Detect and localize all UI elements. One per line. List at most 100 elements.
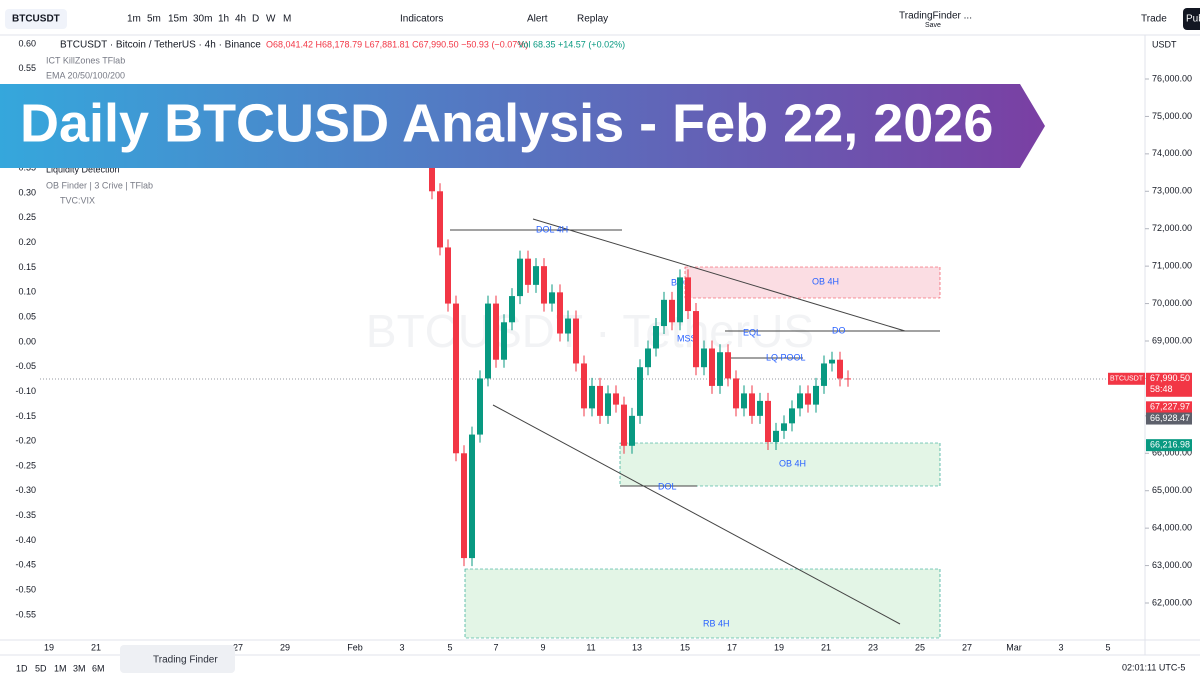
publish-box[interactable] xyxy=(1183,8,1200,30)
candle xyxy=(629,415,635,446)
candle xyxy=(717,352,723,386)
left-tick-label: 0.10 xyxy=(18,287,36,297)
candle xyxy=(613,393,619,405)
save-label[interactable]: Save xyxy=(925,22,941,29)
left-tick-label: -0.55 xyxy=(15,609,36,619)
candle xyxy=(677,277,683,323)
left-tick-label: -0.25 xyxy=(15,460,36,470)
candle xyxy=(557,292,563,334)
range-button[interactable]: 5D xyxy=(35,663,47,673)
range-button[interactable]: 3M xyxy=(73,663,86,673)
interval-button[interactable]: 1h xyxy=(218,14,229,25)
candle xyxy=(837,359,843,379)
indicator: Liquidity Detection xyxy=(46,164,120,174)
annotation: DO xyxy=(832,325,846,335)
indicator: ICT KillZones TFlab xyxy=(46,55,125,65)
candle xyxy=(469,434,475,559)
layout-name[interactable]: TradingFinder ... xyxy=(899,11,972,22)
candle xyxy=(645,348,651,368)
trendline xyxy=(532,218,906,332)
left-tick-label: -0.35 xyxy=(15,510,36,520)
candle xyxy=(485,303,491,379)
candle xyxy=(789,408,795,424)
candle xyxy=(621,404,627,446)
interval-button[interactable]: W xyxy=(266,14,276,25)
indicator: OB Finder | 3 Crive | TFlab xyxy=(46,180,153,190)
candle xyxy=(549,292,555,304)
price-tag-label: 67,990.50 xyxy=(1150,373,1190,383)
range-button[interactable]: 1D xyxy=(16,663,28,673)
price-tag xyxy=(1146,372,1192,397)
date-label: Mar xyxy=(1006,642,1022,652)
indicators-button[interactable]: Indicators xyxy=(400,14,443,25)
interval-button[interactable]: 5m xyxy=(147,14,161,25)
price-tick-label: 75,000.00 xyxy=(1152,111,1192,121)
candle xyxy=(541,266,547,304)
date-label: 17 xyxy=(727,642,737,652)
candle xyxy=(733,378,739,409)
interval-button[interactable]: 4h xyxy=(235,14,246,25)
candle xyxy=(581,363,587,409)
interval-button[interactable]: 1m xyxy=(127,14,141,25)
range-button[interactable]: 1M xyxy=(54,663,67,673)
candle xyxy=(437,191,443,248)
candle xyxy=(805,393,811,405)
date-label: 21 xyxy=(821,642,831,652)
trade-button[interactable]: Trade xyxy=(1141,14,1167,25)
price-tick-label: 71,000.00 xyxy=(1152,261,1192,271)
banner-title: Daily BTCUSD Analysis - Feb 22, 2026 xyxy=(20,93,993,153)
ob-zone xyxy=(684,266,941,299)
range-button[interactable]: 6M xyxy=(92,663,105,673)
candle xyxy=(821,363,827,386)
annotation: MSS xyxy=(677,333,697,343)
price-tick-label: 65,000.00 xyxy=(1152,485,1192,495)
price-tick-label: 62,000.00 xyxy=(1152,597,1192,607)
alert-button[interactable]: Alert xyxy=(527,14,548,25)
symbol-box[interactable] xyxy=(5,9,67,29)
legend-volume: Vol 68.35 +14.57 (+0.02%) xyxy=(518,39,625,49)
candle xyxy=(797,393,803,409)
rb-zone xyxy=(464,568,941,639)
date-label: 29 xyxy=(280,642,290,652)
left-tick-label: 0.25 xyxy=(18,212,36,222)
date-label: 19 xyxy=(44,642,54,652)
candle xyxy=(757,400,763,416)
left-tick-label: 0.60 xyxy=(18,38,36,48)
zones xyxy=(40,218,1145,639)
logo-box xyxy=(120,645,235,673)
symbol-tag-label: BTCUSDT xyxy=(1110,376,1144,383)
candles xyxy=(421,127,851,567)
trendline xyxy=(492,404,901,625)
interval-button[interactable]: 30m xyxy=(193,14,212,25)
candle xyxy=(653,326,659,349)
left-tick-label: -0.30 xyxy=(15,485,36,495)
candle xyxy=(765,400,771,443)
interval-button[interactable]: M xyxy=(283,14,291,25)
price-tag-label: 67,227.97 xyxy=(1150,402,1190,412)
candle xyxy=(509,296,515,323)
price-tag-label: 66,216.98 xyxy=(1150,440,1190,450)
date-label: 3 xyxy=(1058,642,1063,652)
left-tick-label: -0.05 xyxy=(15,361,36,371)
candle xyxy=(781,423,787,431)
toolbar-bg xyxy=(0,0,1200,35)
candle xyxy=(693,311,699,368)
candle xyxy=(477,378,483,435)
left-tick-label: 0.05 xyxy=(18,311,36,321)
publish-button[interactable]: Pub xyxy=(1186,14,1200,25)
left-tick-label: 0.15 xyxy=(18,262,36,272)
symbol[interactable]: BTCUSDT xyxy=(12,14,60,25)
date-label: 25 xyxy=(915,642,925,652)
interval-button[interactable]: D xyxy=(252,14,259,25)
price-tag xyxy=(1146,401,1192,414)
interval-button[interactable]: 15m xyxy=(168,14,187,25)
candle xyxy=(685,277,691,312)
candle xyxy=(709,348,715,386)
candle xyxy=(661,299,667,327)
candle xyxy=(829,359,835,364)
left-tick-label: 0.20 xyxy=(18,237,36,247)
annotation: EQL xyxy=(743,327,761,337)
replay-button[interactable]: Replay xyxy=(577,14,608,25)
indicator: TVC:VIX xyxy=(60,195,95,205)
left-tick-label: -0.40 xyxy=(15,535,36,545)
